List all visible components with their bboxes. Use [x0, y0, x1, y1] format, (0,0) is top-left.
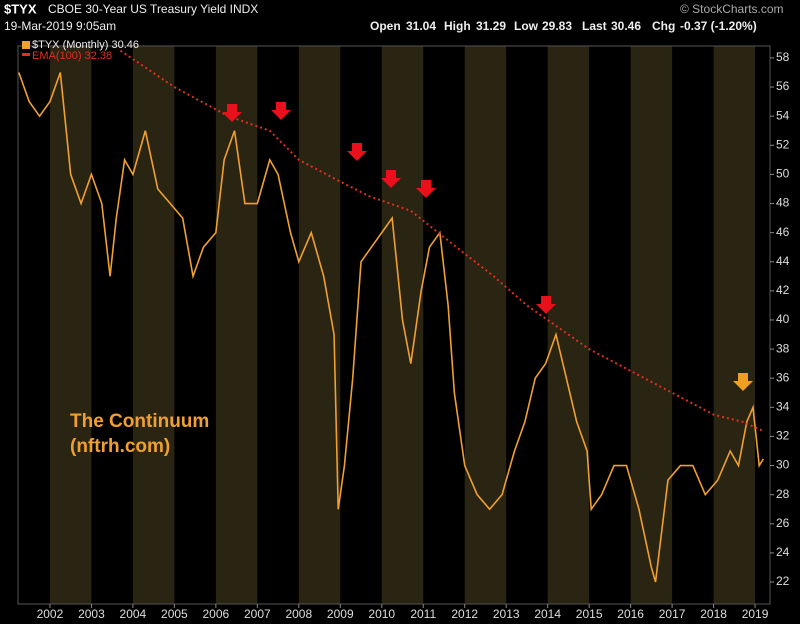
label: Low [514, 19, 539, 33]
x-tick-label: 2012 [451, 607, 478, 621]
arrow [271, 102, 291, 120]
arrow [347, 143, 367, 161]
legend-swatch [22, 53, 30, 56]
arrows [222, 102, 753, 391]
year-band [713, 46, 756, 604]
y-tick-label: 24 [776, 545, 790, 559]
x-tick-label: 2014 [534, 607, 561, 621]
value: 31.29 [476, 19, 506, 33]
value: 29.83 [542, 19, 572, 33]
credit: © StockCharts.com [680, 2, 784, 16]
y-tick-label: 22 [776, 574, 790, 588]
label: Chg [652, 19, 675, 33]
year-band [298, 46, 341, 604]
y-tick-label: 44 [776, 254, 790, 268]
value: 31.04 [406, 19, 436, 33]
x-tick-label: 2004 [120, 607, 147, 621]
annotation: The Continuum [70, 411, 209, 432]
x-tick-label: 2015 [576, 607, 603, 621]
arrow [381, 170, 401, 188]
year-bands [49, 46, 756, 604]
value: -0.37 (-1.20%) [680, 19, 757, 33]
y-tick-label: 46 [776, 225, 790, 239]
year-band [132, 46, 175, 604]
year-band [49, 46, 92, 604]
series-line [18, 72, 765, 583]
x-tick-label: 2009 [327, 607, 354, 621]
y-tick-label: 54 [776, 108, 790, 122]
y-tick-label: 34 [776, 399, 790, 413]
value: 30.46 [611, 19, 641, 33]
label: Last [582, 19, 607, 33]
x-tick-label: 2018 [700, 607, 727, 621]
plot-frame [17, 45, 771, 605]
instrument-name: CBOE 30-Year US Treasury Yield INDX [48, 2, 258, 16]
y-tick-label: 56 [776, 79, 790, 93]
label: Open [370, 19, 401, 33]
y-tick-label: 40 [776, 312, 790, 326]
y-tick-label: 52 [776, 137, 790, 151]
quote: Open 31.04 High 31.29 Low 29.83 Last 30.… [370, 19, 757, 33]
series-line [119, 49, 764, 432]
x-tick-label: 2003 [78, 607, 105, 621]
x-tick-label: 2010 [368, 607, 395, 621]
legend-entry: $TYX (Monthly) 30.46 [32, 39, 139, 51]
x-tick-label: 2008 [285, 607, 312, 621]
label: High [444, 19, 471, 33]
y-tick-label: 26 [776, 516, 790, 530]
x-tick-label: 2011 [410, 607, 436, 621]
arrow [416, 180, 436, 198]
y-tick-label: 30 [776, 458, 790, 472]
legend-entry: EMA(100) 32.38 [32, 50, 112, 62]
arrow [536, 296, 556, 314]
x-tick-label: 2007 [244, 607, 271, 621]
arrow [733, 373, 753, 391]
y-tick-label: 58 [776, 50, 790, 64]
y-tick-label: 50 [776, 167, 790, 181]
y-tick-label: 42 [776, 283, 790, 297]
x-tick-label: 2016 [617, 607, 644, 621]
x-tick-label: 2017 [659, 607, 686, 621]
arrow [222, 104, 242, 122]
x-tick-label: 2013 [493, 607, 520, 621]
x-tick-label: 2019 [742, 607, 769, 621]
x-tick-label: 2006 [202, 607, 229, 621]
x-tick-label: 2002 [37, 607, 64, 621]
year-band [630, 46, 673, 604]
annotation: (nftrh.com) [70, 436, 170, 457]
y-tick-label: 36 [776, 370, 790, 384]
plot [18, 49, 765, 583]
year-band [464, 46, 507, 604]
legend-swatch [22, 41, 30, 49]
symbol: $TYX [4, 1, 37, 16]
x-tick-label: 2005 [161, 607, 188, 621]
y-tick-label: 32 [776, 429, 790, 443]
y-tick-label: 38 [776, 341, 790, 355]
y-tick-label: 28 [776, 487, 790, 501]
y-tick-label: 48 [776, 196, 790, 210]
year-band [547, 46, 590, 604]
date: 19-Mar-2019 9:05am [4, 19, 116, 33]
year-band [215, 46, 258, 604]
